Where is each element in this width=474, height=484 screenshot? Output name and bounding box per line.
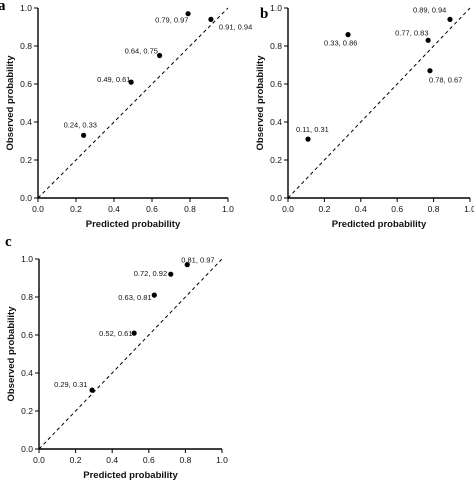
y-axis-title: Observed probability bbox=[5, 55, 16, 151]
data-point-label: 0.49, 0.61 bbox=[97, 75, 130, 84]
y-tick-label: 0.0 bbox=[270, 193, 282, 203]
data-point-label: 0.91, 0.94 bbox=[219, 22, 252, 31]
x-tick-label: 0.0 bbox=[32, 204, 44, 214]
reference-diagonal bbox=[287, 7, 471, 199]
data-point bbox=[131, 330, 137, 336]
data-point bbox=[208, 16, 214, 22]
data-point bbox=[128, 79, 134, 85]
x-tick-label: 0.8 bbox=[428, 204, 440, 214]
panel-letter: a bbox=[0, 0, 6, 14]
data-point bbox=[151, 292, 157, 298]
data-point-label: 0.29, 0.31 bbox=[54, 380, 87, 389]
x-tick-label: 0.6 bbox=[143, 455, 155, 465]
data-point-label: 0.81, 0.97 bbox=[181, 256, 214, 265]
y-tick-label: 0.2 bbox=[270, 155, 282, 165]
chart-panel-b: b 0.00.0 0.2 0.2 0.4 0.4 0.6 0.6 0.8 0.8 1.0 1.0 Pre… bbox=[255, 3, 474, 230]
data-point-label: 0.63, 0.81 bbox=[118, 293, 151, 302]
x-tick-label: 0.6 bbox=[146, 204, 158, 214]
data-point bbox=[184, 262, 190, 268]
data-point-label: 0.33, 0.86 bbox=[324, 39, 357, 48]
data-point bbox=[81, 132, 87, 138]
x-axis-title: Predicted probability bbox=[86, 219, 181, 230]
data-point-label: 0.52, 0.61 bbox=[99, 329, 132, 338]
y-axis-title: Observed probability bbox=[255, 55, 266, 151]
data-point-label: 0.89, 0.94 bbox=[413, 5, 446, 14]
y-tick-label: 0.4 bbox=[21, 368, 33, 378]
y-tick-label: 0.6 bbox=[20, 79, 32, 89]
x-tick-label: 0.2 bbox=[318, 204, 330, 214]
data-point-label: 0.64, 0.75 bbox=[125, 47, 158, 56]
data-point-label: 0.11, 0.31 bbox=[296, 125, 329, 134]
y-tick-label: 0.2 bbox=[20, 155, 32, 165]
data-point-label: 0.79, 0.97 bbox=[155, 16, 188, 25]
x-tick-label: 0.4 bbox=[106, 455, 118, 465]
data-point bbox=[168, 271, 174, 277]
y-tick-label: 0.6 bbox=[270, 79, 282, 89]
data-point bbox=[447, 16, 453, 22]
data-point bbox=[345, 31, 351, 38]
reference-diagonal bbox=[37, 7, 229, 199]
y-tick-label: 0.4 bbox=[270, 117, 282, 127]
y-tick-label: 1.0 bbox=[20, 3, 32, 13]
data-point-label: 0.72, 0.92 bbox=[134, 269, 167, 278]
chart-panel-c: c 0.00.0 0.2 0.2 0.4 0.4 0.6 0.6 0.8 0.8 1.0 1.0 Pre… bbox=[5, 234, 228, 481]
y-tick-label: 1.0 bbox=[21, 254, 33, 264]
x-axis-title: Predicted probability bbox=[332, 219, 427, 230]
x-tick-label: 0.8 bbox=[184, 204, 196, 214]
y-tick-label: 0.8 bbox=[270, 41, 282, 51]
data-point bbox=[305, 136, 311, 142]
x-tick-label: 1.0 bbox=[464, 204, 474, 214]
data-point bbox=[425, 37, 431, 43]
data-point-label: 0.77, 0.83 bbox=[395, 28, 428, 37]
y-tick-label: 0.0 bbox=[21, 444, 33, 454]
x-axis-title: Predicted probability bbox=[83, 470, 178, 481]
x-tick-label: 0.2 bbox=[70, 455, 82, 465]
y-tick-label: 0.4 bbox=[20, 117, 32, 127]
y-axis-title: Observed probability bbox=[6, 306, 17, 402]
x-tick-label: 0.0 bbox=[33, 455, 45, 465]
x-tick-label: 0.0 bbox=[282, 204, 294, 214]
y-tick-label: 0.6 bbox=[21, 330, 33, 340]
x-tick-label: 1.0 bbox=[216, 455, 228, 465]
data-point bbox=[185, 11, 191, 17]
data-point bbox=[157, 52, 163, 59]
y-tick-label: 1.0 bbox=[270, 3, 282, 13]
y-tick-label: 0.2 bbox=[21, 406, 33, 416]
x-tick-label: 0.2 bbox=[70, 204, 82, 214]
x-tick-label: 0.8 bbox=[179, 455, 191, 465]
data-point bbox=[427, 68, 433, 74]
y-tick-label: 0.0 bbox=[20, 193, 32, 203]
panel-letter: b bbox=[260, 6, 268, 22]
y-tick-label: 0.8 bbox=[20, 41, 32, 51]
y-tick-label: 0.8 bbox=[21, 292, 33, 302]
chart-panel-a: a 0.00.0 0.2 0.2 0.4 0.4 0.6 0.6 0.8 0.8 1.0 1.0 Pre… bbox=[0, 0, 252, 230]
x-tick-label: 0.6 bbox=[391, 204, 403, 214]
x-tick-label: 0.4 bbox=[355, 204, 367, 214]
panel-letter: c bbox=[5, 234, 12, 250]
data-point-label: 0.78, 0.67 bbox=[429, 76, 462, 85]
reference-diagonal bbox=[38, 258, 223, 450]
x-tick-label: 1.0 bbox=[222, 204, 234, 214]
x-tick-label: 0.4 bbox=[108, 204, 120, 214]
data-point-label: 0.24, 0.33 bbox=[64, 120, 97, 129]
data-point bbox=[89, 387, 95, 393]
